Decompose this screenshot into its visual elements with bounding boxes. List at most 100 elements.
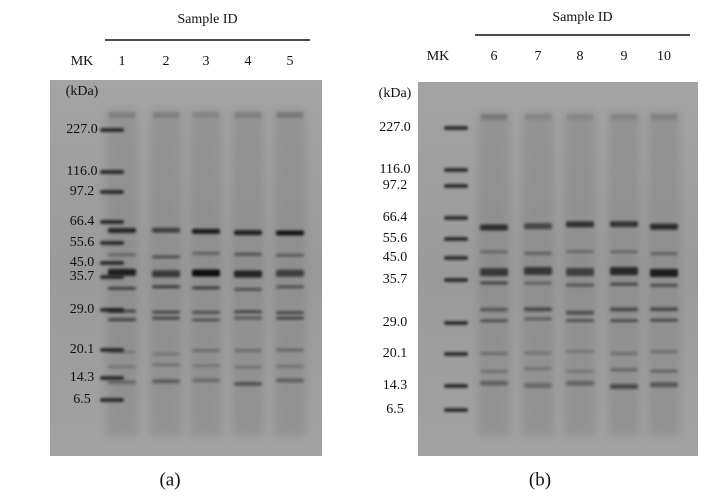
protein-band xyxy=(234,365,262,369)
marker-band xyxy=(444,408,468,412)
protein-band xyxy=(566,250,594,254)
protein-band xyxy=(108,365,136,369)
marker-label: 55.6 xyxy=(383,231,408,246)
protein-band xyxy=(524,223,552,230)
protein-band xyxy=(524,382,552,388)
protein-band xyxy=(152,255,180,259)
marker-label: 14.3 xyxy=(70,370,95,385)
gel-panel xyxy=(418,82,698,456)
marker-label: 66.4 xyxy=(383,210,408,225)
marker-label: 45.0 xyxy=(383,250,408,265)
protein-band xyxy=(524,266,552,275)
protein-band xyxy=(108,227,136,233)
protein-band xyxy=(480,281,508,285)
protein-band xyxy=(524,251,552,255)
protein-band xyxy=(192,269,220,277)
marker-band xyxy=(100,190,124,194)
marker-label: 97.2 xyxy=(383,178,408,193)
protein-band xyxy=(566,310,594,315)
marker-band xyxy=(444,216,468,220)
lane-label: 2 xyxy=(163,54,170,69)
marker-label: 97.2 xyxy=(70,184,95,199)
protein-band xyxy=(234,310,262,314)
marker-band xyxy=(100,308,124,312)
protein-band xyxy=(650,223,678,230)
protein-band xyxy=(610,282,638,286)
protein-band xyxy=(108,318,136,322)
protein-band xyxy=(650,318,678,322)
protein-band xyxy=(152,227,180,233)
protein-band xyxy=(234,381,262,386)
marker-label: 35.7 xyxy=(383,272,408,287)
marker-label: 227.0 xyxy=(379,120,411,135)
protein-band xyxy=(108,253,136,257)
protein-band xyxy=(192,378,220,383)
lane-label: 5 xyxy=(287,54,294,69)
protein-band xyxy=(566,283,594,287)
protein-band xyxy=(524,281,552,285)
protein-band xyxy=(234,349,262,353)
protein-band xyxy=(566,221,594,228)
protein-band xyxy=(610,384,638,390)
protein-band xyxy=(108,286,136,290)
protein-band xyxy=(234,287,262,291)
protein-band xyxy=(524,307,552,312)
marker-band xyxy=(100,220,124,224)
protein-band xyxy=(566,319,594,323)
marker-band xyxy=(444,321,468,325)
protein-band xyxy=(610,250,638,254)
protein-band xyxy=(192,364,220,368)
panel-caption: (b) xyxy=(529,469,551,490)
marker-band xyxy=(100,261,124,265)
marker-label: 55.6 xyxy=(70,235,95,250)
protein-band xyxy=(610,307,638,312)
lane-label: 8 xyxy=(577,49,584,64)
marker-label: 116.0 xyxy=(380,162,411,177)
well-band xyxy=(277,112,303,118)
protein-band xyxy=(480,380,508,386)
well-band xyxy=(525,114,551,120)
protein-band xyxy=(276,311,304,315)
well-band xyxy=(153,112,179,118)
marker-band xyxy=(444,126,468,130)
protein-band xyxy=(610,221,638,228)
protein-band xyxy=(650,307,678,312)
marker-label: 6.5 xyxy=(386,402,404,417)
lane-label: 1 xyxy=(119,54,126,69)
marker-label: 45.0 xyxy=(70,255,95,270)
protein-band xyxy=(524,367,552,371)
well-band xyxy=(193,112,219,118)
marker-lane-label: MK xyxy=(71,54,94,69)
protein-band xyxy=(108,380,136,385)
unit-label: (kDa) xyxy=(379,86,412,101)
marker-band xyxy=(100,376,124,380)
protein-band xyxy=(650,350,678,354)
group-label: Sample ID xyxy=(552,10,612,25)
protein-band xyxy=(480,351,508,355)
well-band xyxy=(235,112,261,118)
marker-label: 227.0 xyxy=(66,122,98,137)
protein-band xyxy=(152,285,180,289)
protein-band xyxy=(480,319,508,323)
marker-band xyxy=(100,241,124,245)
protein-band xyxy=(610,368,638,372)
marker-band xyxy=(100,128,124,132)
protein-band xyxy=(610,352,638,356)
protein-band xyxy=(152,316,180,320)
protein-band xyxy=(108,268,136,276)
marker-label: 29.0 xyxy=(383,315,408,330)
protein-band xyxy=(480,307,508,312)
gel-panel xyxy=(50,80,322,456)
lane-label: 10 xyxy=(657,49,671,64)
lane-label: 6 xyxy=(491,49,498,64)
protein-band xyxy=(566,268,594,277)
marker-label: 20.1 xyxy=(383,346,408,361)
marker-band xyxy=(100,348,124,352)
group-label: Sample ID xyxy=(177,12,237,27)
protein-band xyxy=(276,316,304,320)
protein-band xyxy=(152,379,180,384)
well-band xyxy=(109,112,135,118)
protein-band xyxy=(192,310,220,314)
protein-band xyxy=(192,286,220,290)
